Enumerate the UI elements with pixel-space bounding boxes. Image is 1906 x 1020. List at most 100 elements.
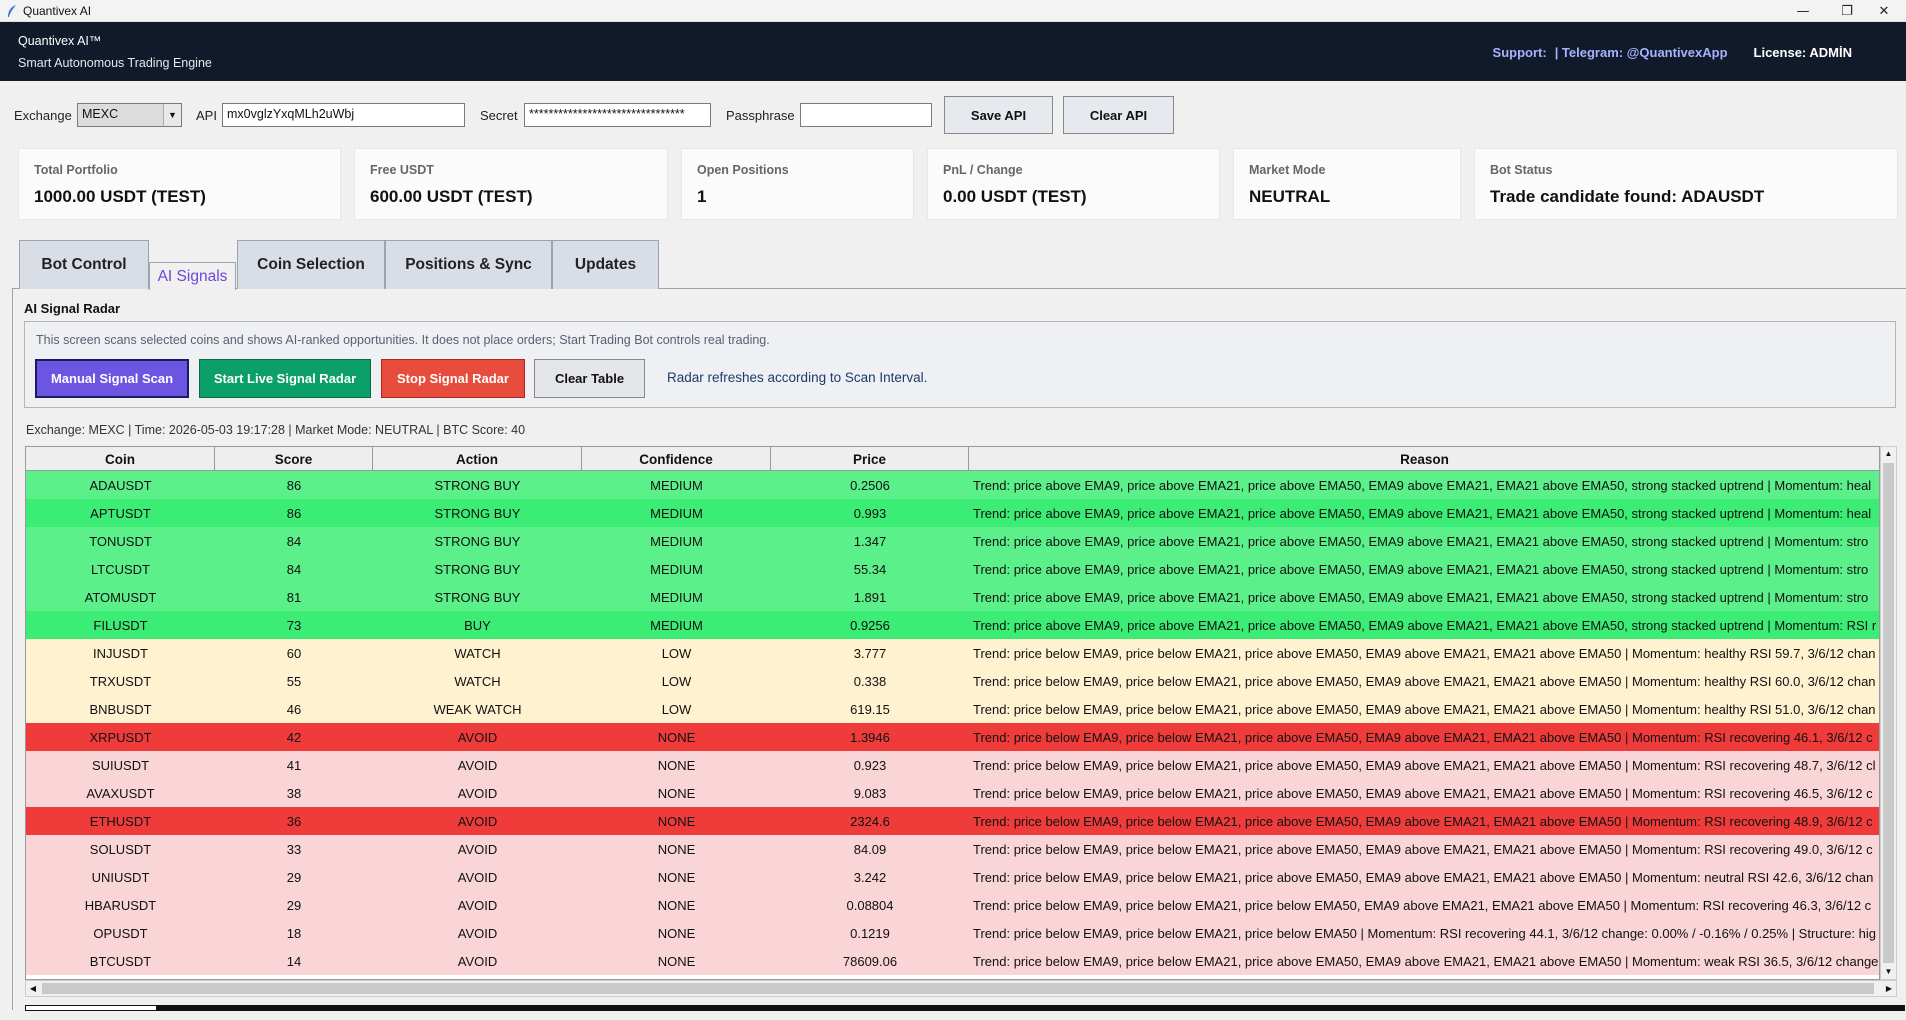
- table-row[interactable]: ADAUSDT 86 STRONG BUY MEDIUM 0.2506 Trend: pr…: [26, 471, 1879, 499]
- stop-signal-radar-button[interactable]: Stop Signal Radar: [381, 359, 525, 398]
- card-label: PnL / Change: [943, 163, 1023, 177]
- cell-confidence: NONE: [657, 925, 696, 941]
- cell-action: AVOID: [457, 925, 498, 941]
- table-row[interactable]: BNBUSDT 46 WEAK WATCH LOW 619.15 Trend: price…: [26, 695, 1879, 723]
- cell-action: STRONG BUY: [434, 589, 521, 605]
- cell-coin: FILUSDT: [93, 617, 148, 633]
- progress-fill: [25, 1005, 157, 1011]
- tab-positions-sync[interactable]: Positions & Sync: [385, 240, 552, 289]
- table-row[interactable]: ATOMUSDT 81 STRONG BUY MEDIUM 1.891 Trend: pr…: [26, 583, 1879, 611]
- cell-price: 78609.06: [842, 953, 898, 969]
- cell-price: 55.34: [853, 561, 887, 577]
- tab-bot-control[interactable]: Bot Control: [19, 240, 149, 289]
- table-row[interactable]: AVAXUSDT 38 AVOID NONE 9.083 Trend: price bel…: [26, 779, 1879, 807]
- tab-ai-signals[interactable]: AI Signals: [149, 262, 236, 290]
- cell-action: WEAK WATCH: [433, 701, 522, 717]
- cell-confidence: MEDIUM: [650, 589, 703, 605]
- table-row[interactable]: TRXUSDT 55 WATCH LOW 0.338 Trend: price below…: [26, 667, 1879, 695]
- cell-action: WATCH: [454, 673, 501, 689]
- chevron-down-icon[interactable]: ▼: [163, 104, 181, 126]
- passphrase-input[interactable]: [800, 103, 932, 127]
- manual-signal-scan-button[interactable]: Manual Signal Scan: [35, 359, 189, 398]
- horizontal-scrollbar[interactable]: ◀ ▶: [25, 980, 1897, 997]
- table-row[interactable]: SUIUSDT 41 AVOID NONE 0.923 Trend: price belo…: [26, 751, 1879, 779]
- clear-api-button[interactable]: Clear API: [1063, 96, 1174, 134]
- cell-confidence: MEDIUM: [650, 533, 703, 549]
- save-api-button[interactable]: Save API: [944, 96, 1053, 134]
- cell-coin: ATOMUSDT: [84, 589, 157, 605]
- scroll-right-icon[interactable]: ▶: [1885, 984, 1893, 993]
- cell-action: AVOID: [457, 841, 498, 857]
- scroll-up-icon[interactable]: ▲: [1884, 449, 1893, 458]
- table-row[interactable]: FILUSDT 73 BUY MEDIUM 0.9256 Trend: price abo…: [26, 611, 1879, 639]
- table-row[interactable]: ETHUSDT 36 AVOID NONE 2324.6 Trend: price bel…: [26, 807, 1879, 835]
- column-header-confidence[interactable]: Confidence: [582, 447, 771, 471]
- cell-score: 41: [286, 757, 302, 773]
- scroll-thumb[interactable]: [1883, 463, 1894, 963]
- exchange-label: Exchange: [14, 108, 72, 123]
- cell-action: STRONG BUY: [434, 477, 521, 493]
- cell-score: 86: [286, 505, 302, 521]
- cell-coin: BNBUSDT: [89, 701, 152, 717]
- cell-price: 3.242: [853, 869, 887, 885]
- column-header-price[interactable]: Price: [771, 447, 969, 471]
- column-header-reason[interactable]: Reason: [969, 447, 1879, 471]
- clear-table-button[interactable]: Clear Table: [534, 359, 645, 398]
- cell-score: 14: [286, 953, 302, 969]
- license-label: License: ADMİN: [1753, 45, 1852, 60]
- cell-coin: XRPUSDT: [89, 729, 152, 745]
- column-header-action[interactable]: Action: [373, 447, 582, 471]
- vertical-scrollbar[interactable]: ▲ ▼: [1880, 446, 1897, 980]
- close-icon[interactable]: ✕: [1878, 3, 1890, 19]
- scroll-left-icon[interactable]: ◀: [29, 984, 37, 993]
- cell-price: 1.347: [853, 533, 887, 549]
- cell-action: AVOID: [457, 729, 498, 745]
- card-value: 600.00 USDT (TEST): [370, 187, 533, 206]
- table-row[interactable]: LTCUSDT 84 STRONG BUY MEDIUM 55.34 Trend: pri…: [26, 555, 1879, 583]
- tab-updates[interactable]: Updates: [552, 240, 659, 289]
- table-row[interactable]: HBARUSDT 29 AVOID NONE 0.08804 Trend: price b…: [26, 891, 1879, 919]
- tab-coin-selection[interactable]: Coin Selection: [237, 240, 385, 289]
- table-row[interactable]: APTUSDT 86 STRONG BUY MEDIUM 0.993 Trend: pri…: [26, 499, 1879, 527]
- cell-coin: TONUSDT: [89, 533, 152, 549]
- card-value: Trade candidate found: ADAUSDT: [1490, 187, 1765, 206]
- cell-reason: Trend: price below EMA9, price below EMA…: [973, 729, 1873, 745]
- scroll-thumb-horizontal[interactable]: [42, 983, 1874, 994]
- telegram-link[interactable]: | Telegram: @QuantivexApp: [1554, 45, 1728, 60]
- cell-action: BUY: [464, 617, 491, 633]
- cell-confidence: LOW: [661, 645, 692, 661]
- secret-input[interactable]: ********************************: [524, 103, 711, 127]
- column-header-coin[interactable]: Coin: [26, 447, 215, 471]
- table-row[interactable]: INJUSDT 60 WATCH LOW 3.777 Trend: price below…: [26, 639, 1879, 667]
- api-key-input[interactable]: mx0vglzYxqMLh2uWbj: [222, 103, 465, 127]
- cell-score: 38: [286, 785, 302, 801]
- table-row[interactable]: XRPUSDT 42 AVOID NONE 1.3946 Trend: price bel…: [26, 723, 1879, 751]
- restore-icon[interactable]: ❐: [1841, 3, 1853, 19]
- card-pnl-change: PnL / Change 0.00 USDT (TEST): [927, 148, 1220, 220]
- table-row[interactable]: TONUSDT 84 STRONG BUY MEDIUM 1.347 Trend: pri…: [26, 527, 1879, 555]
- cell-reason: Trend: price below EMA9, price below EMA…: [973, 925, 1876, 941]
- cell-score: 84: [286, 533, 302, 549]
- cell-coin: ADAUSDT: [89, 477, 152, 493]
- cell-reason: Trend: price below EMA9, price below EMA…: [973, 953, 1879, 969]
- exchange-select[interactable]: MEXC ▼: [77, 103, 182, 127]
- cell-reason: Trend: price above EMA9, price above EMA…: [973, 617, 1877, 633]
- cell-reason: Trend: price below EMA9, price below EMA…: [973, 869, 1874, 885]
- table-row[interactable]: SOLUSDT 33 AVOID NONE 84.09 Trend: price belo…: [26, 835, 1879, 863]
- brand-tagline: Smart Autonomous Trading Engine: [18, 56, 212, 70]
- scroll-down-icon[interactable]: ▼: [1884, 967, 1893, 976]
- start-live-radar-button[interactable]: Start Live Signal Radar: [199, 359, 371, 398]
- table-row[interactable]: UNIUSDT 29 AVOID NONE 3.242 Trend: price belo…: [26, 863, 1879, 891]
- column-header-score[interactable]: Score: [215, 447, 373, 471]
- info-text: This screen scans selected coins and sho…: [36, 333, 770, 347]
- cell-action: STRONG BUY: [434, 505, 521, 521]
- progress-bar: [25, 1005, 1905, 1011]
- section-title: AI Signal Radar: [24, 301, 121, 316]
- table-row[interactable]: OPUSDT 18 AVOID NONE 0.1219 Trend: price belo…: [26, 919, 1879, 947]
- table-row[interactable]: BTCUSDT 14 AVOID NONE 78609.06 Trend: price b…: [26, 947, 1879, 975]
- cell-reason: Trend: price below EMA9, price below EMA…: [973, 645, 1876, 661]
- card-bot-status: Bot Status Trade candidate found: ADAUSD…: [1474, 148, 1898, 220]
- minimize-icon[interactable]: —: [1796, 3, 1810, 19]
- cell-price: 84.09: [853, 841, 887, 857]
- status-line: Exchange: MEXC | Time: 2026-05-03 19:17:…: [26, 423, 526, 437]
